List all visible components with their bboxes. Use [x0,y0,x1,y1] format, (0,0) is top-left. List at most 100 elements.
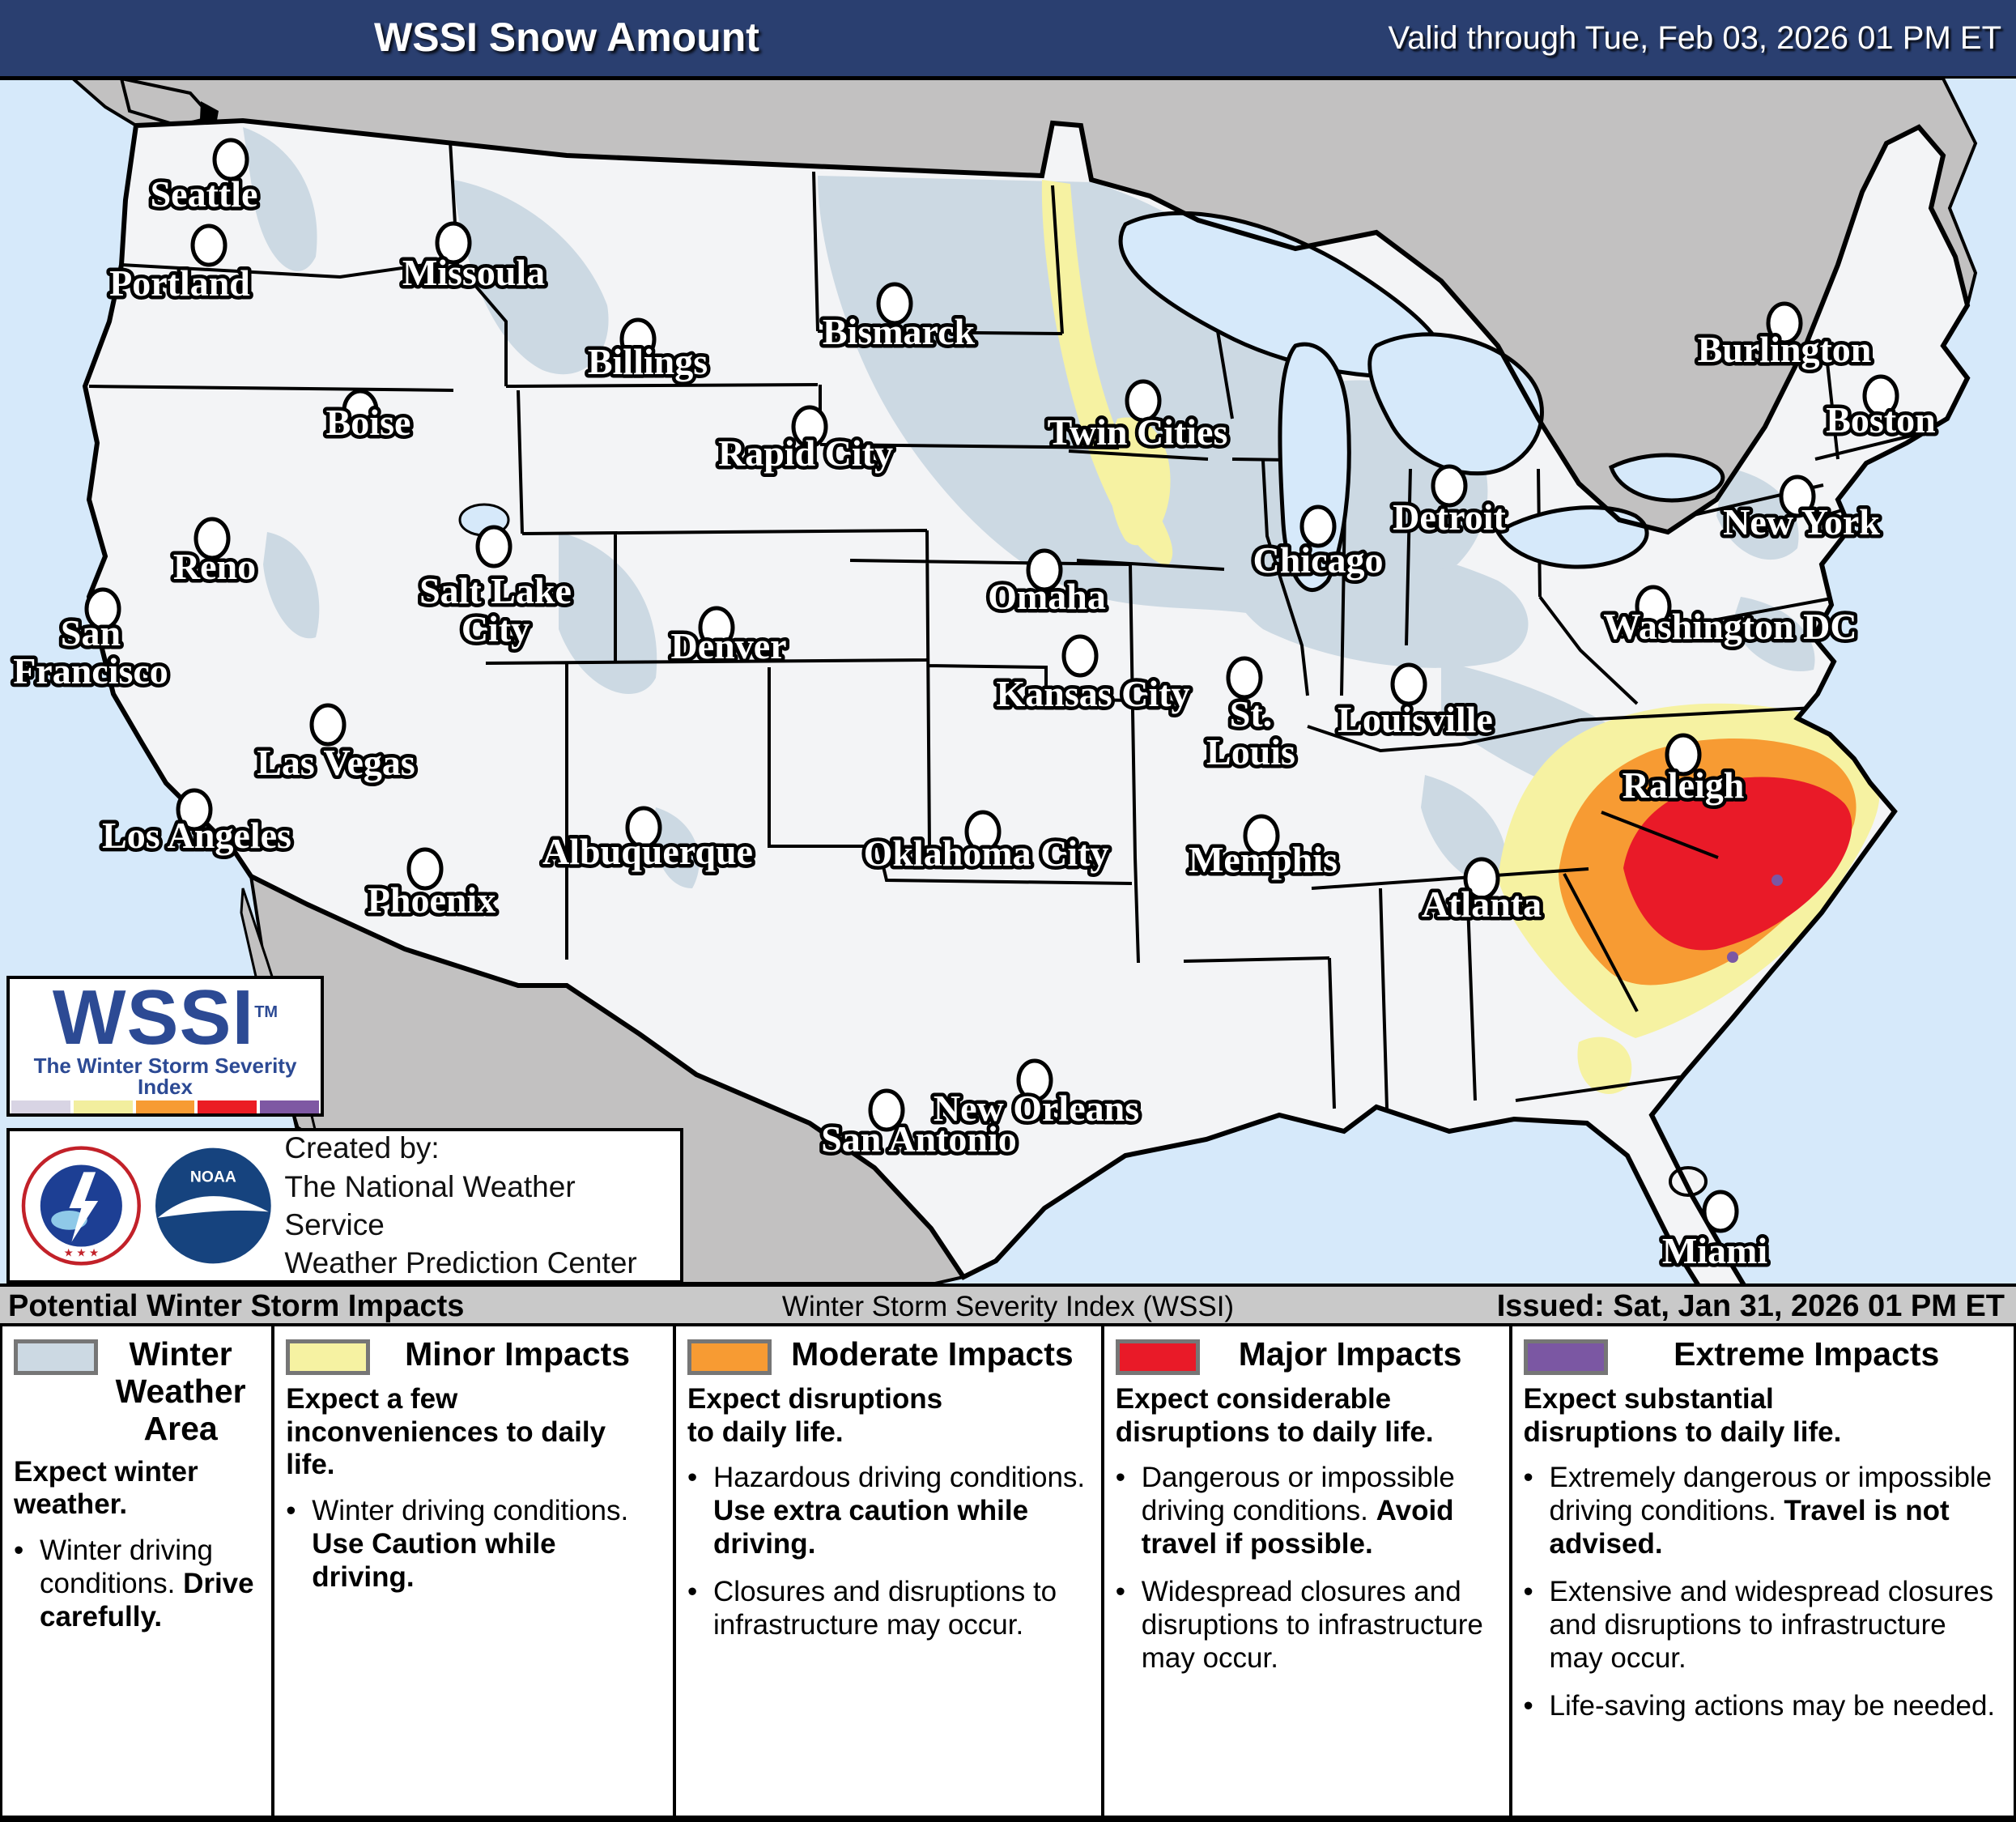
city-label-twin-cities: Twin Cities [1048,411,1228,453]
extreme-impacts-bullets: • Extremely dangerous or impossible drivi… [1524,1462,2005,1723]
moderate-impacts-title: Moderate Impacts [791,1335,1074,1373]
lake-ontario [1608,453,1725,503]
city-label-burlington: Burlington [1698,329,1872,370]
legend-bullet: • Winter driving conditions. Drive carefu… [14,1534,254,1633]
extreme-impacts-intro: Expect substantial disruptions to daily … [1523,1383,1842,1448]
impacts-title-bar: Potential Winter Storm Impacts Winter St… [0,1283,2016,1326]
city-dot-los-angeles [176,788,213,832]
extreme-impacts-swatch [1523,1339,1608,1375]
city-dot-albuquerque [625,806,662,849]
legend-bullet: • Widespread closures and disruptions to … [1115,1576,1483,1674]
state-boundaries [88,126,1942,1109]
legend-bullet: • Extremely dangerous or impossible drivi… [1523,1462,1993,1560]
city-dot-omaha [1026,548,1063,592]
city-dot-missoula [435,221,472,265]
scale-color-0 [11,1100,70,1113]
city-label-st-louis: St. Louis [1206,693,1295,773]
city-label-missoula: Missoula [402,252,545,293]
city-label-new-orleans: New Orleans [934,1088,1139,1129]
major-impact-areas [1623,777,1852,951]
city-dot-rapid-city [791,405,828,449]
legend-bullet: • Winter driving conditions. Use Caution … [286,1494,629,1593]
city-dot-kansas-city [1061,634,1099,678]
city-label-reno: Reno [173,546,256,587]
city-label-rapid-city: Rapid City [718,432,893,474]
city-label-bismarck: Bismarck [823,311,976,352]
svg-text:NOAA: NOAA [190,1169,236,1186]
credit-box: ★ ★ ★ NOAA Created by: The National Weat… [6,1128,683,1283]
city-dot-san-antonio [868,1088,905,1132]
city-label-new-york: New York [1723,501,1880,543]
city-label-boston: Boston [1826,399,1935,441]
winter-weather-area-swatch [14,1339,98,1375]
city-dot-seattle [212,138,249,181]
legend-bullet: • Hazardous driving conditions. Use extra… [687,1462,1086,1560]
extreme-impacts-title: Extreme Impacts [1674,1335,1940,1373]
city-label-chicago: Chicago [1253,539,1384,581]
credit-line3: Weather Prediction Center [284,1246,637,1280]
credit-text: Created by: The National Weather Service… [284,1129,680,1282]
nws-logo: ★ ★ ★ [21,1146,141,1266]
us-impact-map: Seattle Portland Missoula Billings Boise Bism… [0,79,2016,1283]
legend-bullet: • Closures and disruptions to infrastruct… [687,1576,1057,1641]
winter-weather-area-bullets: • Winter driving conditions. Drive carefu… [14,1535,263,1634]
extreme-impact-areas [1727,875,1783,963]
lake-huron [1367,332,1544,476]
impact-legend: Winter Weather Area Expect winter weather. •… [0,1326,2016,1822]
city-label-san-francisco: San Francisco [13,612,168,692]
city-dot-portland [190,223,228,267]
city-dot-new-orleans [1016,1058,1053,1102]
wssi-color-scale [10,1100,321,1113]
city-dot-detroit [1431,464,1468,508]
city-dot-chicago [1299,504,1337,548]
city-label-seattle: Seattle [151,173,258,215]
city-dot-louisville [1390,662,1427,706]
major-impacts-swatch [1115,1339,1200,1375]
city-label-raleigh: Raleigh [1623,764,1745,806]
city-dot-memphis [1243,814,1280,858]
city-dot-miami [1702,1190,1739,1233]
minor-impacts-title: Minor Impacts [405,1335,631,1373]
minor-impacts-intro: Expect a few inconveniences to daily lif… [286,1383,606,1481]
major-impacts-bullets: • Dangerous or impossible driving conditi… [1116,1462,1501,1675]
city-dot-raleigh [1665,733,1702,777]
legend-bullet: • Extensive and widespread closures and d… [1523,1576,1994,1674]
legend-column-extreme-impacts: Extreme Impacts Expect substantial disrup… [1508,1326,2014,1816]
scale-color-4 [260,1100,319,1113]
city-dot-st-louis [1226,656,1263,700]
wssi-logo-text: WSSITM [52,976,279,1061]
legend-column-moderate-impacts: Moderate Impacts Expect disruptions to da… [673,1326,1101,1816]
city-dot-bismarck [876,282,913,326]
city-label-miami: Miami [1662,1230,1768,1271]
city-dot-denver [698,606,735,649]
trademark-symbol: TM [254,1003,279,1021]
wssi-logo-box: WSSITM The Winter Storm Severity Index [6,976,324,1117]
city-label-omaha: Omaha [988,576,1106,617]
great-lakes [458,211,1725,1197]
city-dot-new-york [1779,475,1816,518]
valid-through-text: Valid through Tue, Feb 03, 2026 01 PM ET [1388,20,2002,56]
city-label-memphis: Memphis [1189,839,1338,880]
page-title: WSSI Snow Amount [374,15,759,60]
scale-color-2 [135,1100,195,1113]
legend-column-winter-weather-area: Winter Weather Area Expect winter weather. •… [2,1326,271,1816]
major-impacts-title: Major Impacts [1238,1335,1462,1373]
scale-color-3 [198,1100,257,1113]
moderate-impacts-bullets: • Hazardous driving conditions. Use extra… [687,1462,1093,1642]
issued-timestamp: Issued: Sat, Jan 31, 2026 01 PM ET [1496,1289,2005,1323]
city-dot-burlington [1766,301,1803,345]
legend-bullet: • Life-saving actions may be needed. [1523,1689,1996,1722]
city-dot-atlanta [1463,857,1500,900]
credit-line1: Created by: [284,1131,440,1165]
city-label-los-angeles: Los Angeles [102,815,291,856]
city-label-washington-dc: Washington DC [1603,606,1857,647]
city-label-albuquerque: Albuquerque [542,831,753,872]
wssi-subtitle: Winter Storm Severity Index (WSSI) [781,1291,1235,1322]
city-dot-phoenix [406,847,444,891]
city-dot-san-francisco [84,587,121,631]
svg-text:★ ★ ★: ★ ★ ★ [64,1246,99,1258]
city-label-detroit: Detroit [1393,496,1506,538]
legend-column-major-impacts: Major Impacts Expect considerable disrupt… [1100,1326,1509,1816]
city-label-san-antonio: San Antonio [821,1118,1017,1160]
city-label-billings: Billings [588,341,708,382]
